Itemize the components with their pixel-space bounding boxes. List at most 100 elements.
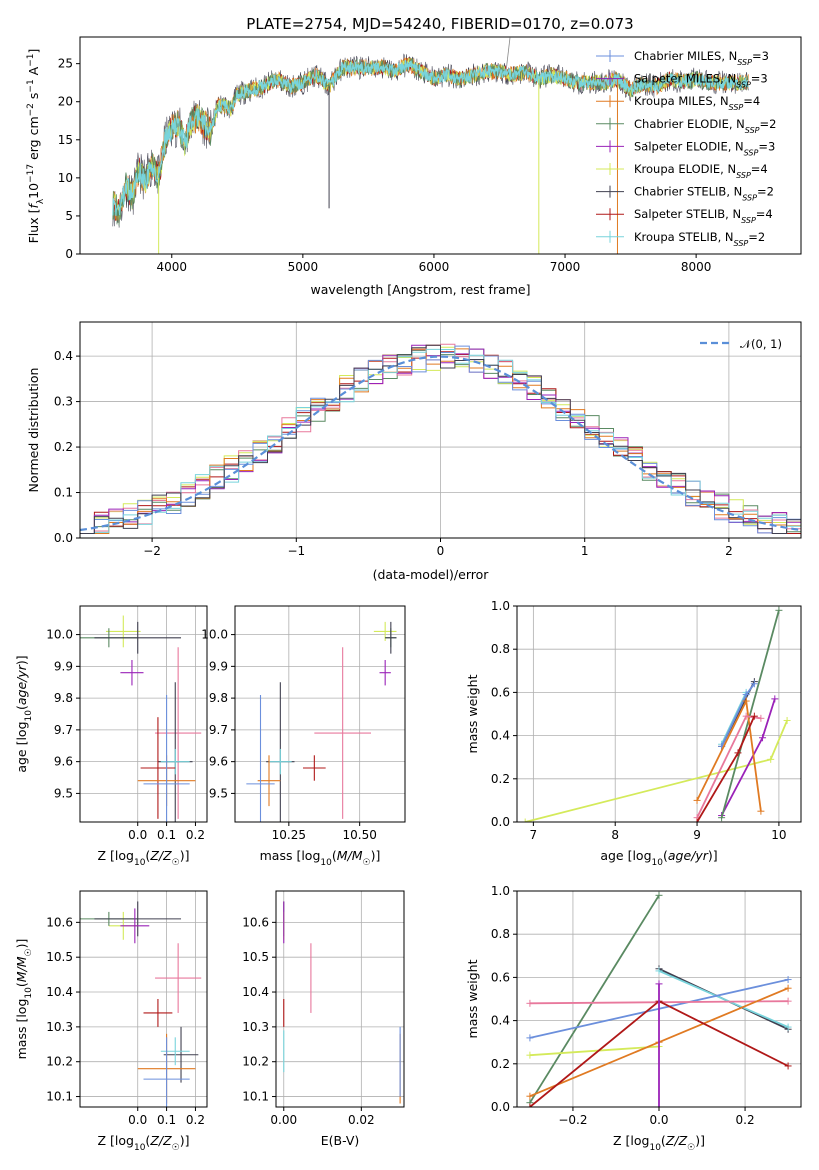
mass-weight-vs-metallicity-panel: −0.2 0.0 0.2 0.0 0.2 0.4 0.6 0.8 1.0 Z [log10(Z/Z… bbox=[465, 884, 802, 1153]
y-tick-label: 0.0 bbox=[54, 531, 73, 545]
legend-entry: Salpeter ELODIE, NSSP=3 bbox=[634, 139, 775, 157]
legend-entry-base: Kroupa MILES, N bbox=[634, 94, 729, 108]
label-part: Z [log bbox=[613, 1133, 649, 1148]
label-part: −17 bbox=[26, 164, 36, 183]
label-part: )] bbox=[14, 655, 29, 665]
x-tick-label: 7 bbox=[530, 828, 538, 842]
legend-entry: Salpeter STELIB, NSSP=4 bbox=[634, 207, 773, 225]
legend-entry-tail: =2 bbox=[748, 230, 765, 244]
label-part: Z/Z bbox=[149, 1133, 172, 1148]
figure-title: PLATE=2754, MJD=54240, FIBERID=0170, z=0… bbox=[246, 15, 633, 33]
x-tick-label: 0.2 bbox=[186, 828, 205, 842]
y-tick-label: 0.1 bbox=[54, 486, 73, 500]
y-tick-label: 20 bbox=[58, 95, 73, 109]
y-tick-label: 9.7 bbox=[54, 723, 73, 737]
plot-background bbox=[235, 606, 405, 822]
y-tick-label: 10.3 bbox=[46, 1020, 73, 1034]
x-tick-label: 0.1 bbox=[157, 1113, 176, 1127]
x-tick-label: 1 bbox=[581, 544, 589, 558]
age-vs-metallicity-panel: 0.0 0.1 0.29.59.69.79.89.910.0Z [log10(Z/Z… bbox=[14, 605, 208, 868]
label-part: )] bbox=[708, 848, 718, 863]
legend-entry: Chabrier STELIB, NSSP=2 bbox=[634, 185, 774, 203]
legend-entry-sub: SSP bbox=[734, 238, 749, 247]
y-tick-label: 9.8 bbox=[54, 691, 73, 705]
x-tick-label: 4000 bbox=[156, 260, 187, 274]
label-part: λ bbox=[36, 198, 46, 204]
x-tick-label: 0.2 bbox=[736, 1113, 755, 1127]
label-part: ( bbox=[14, 982, 29, 987]
x-axis-label: wavelength [Angstrom, rest frame] bbox=[310, 282, 530, 297]
legend-entry: Kroupa ELODIE, NSSP=4 bbox=[634, 162, 768, 180]
plot-content bbox=[526, 891, 792, 1107]
label-part: −1 bbox=[26, 79, 36, 92]
label-part: mass [log bbox=[260, 848, 321, 863]
y-tick-label: 0.6 bbox=[491, 685, 510, 699]
y-tick-label: 0.2 bbox=[491, 772, 510, 786]
y-axis-label: Flux [fλ10−17 erg cm−2 s−1 A−1] bbox=[26, 49, 46, 244]
y-tick-label: 0.8 bbox=[491, 927, 510, 941]
x-tick-label: 0.0 bbox=[128, 828, 147, 842]
label-part: ( bbox=[663, 848, 668, 863]
plot-background bbox=[517, 606, 801, 822]
plot-content bbox=[246, 621, 397, 822]
label-part: Z/Z bbox=[149, 848, 172, 863]
age-vs-mass-panel: 10.25 10.50 9.5 9.6 9.7 9.8 9.9 10.0 mass [log10… bbox=[201, 605, 406, 868]
label-part: −1 bbox=[26, 53, 36, 66]
x-tick-label: 0.1 bbox=[157, 828, 176, 842]
legend-entry-sub: SSP bbox=[744, 148, 759, 157]
y-tick-label: 10.1 bbox=[46, 1090, 73, 1104]
x-tick-label: 10.50 bbox=[342, 828, 376, 842]
label-part: mass [log bbox=[14, 999, 29, 1060]
spectrum-model-line bbox=[112, 59, 749, 216]
plot-content bbox=[112, 37, 749, 254]
y-tick-label: 9.7 bbox=[209, 723, 228, 737]
label-part: Z/Z bbox=[665, 1133, 688, 1148]
label-part: ☉ bbox=[24, 948, 34, 956]
legend-entry-tail: =2 bbox=[757, 185, 774, 199]
x-tick-label: 8 bbox=[611, 828, 619, 842]
x-tick-label: 0 bbox=[437, 544, 445, 558]
legend-entry-base: Salpeter MILES, N bbox=[634, 72, 736, 86]
y-tick-label: 0.2 bbox=[54, 440, 73, 454]
legend-entry-sub: SSP bbox=[736, 171, 751, 180]
y-tick-label: 10.0 bbox=[46, 628, 73, 642]
y-axis-label: mass weight bbox=[465, 674, 480, 753]
plot-background bbox=[80, 891, 207, 1107]
y-tick-label: 0.4 bbox=[54, 349, 73, 363]
x-axis-label: Z [log10(Z/Z☉)] bbox=[98, 1133, 190, 1153]
plot-content bbox=[521, 606, 791, 822]
y-tick-label: 9.6 bbox=[209, 755, 228, 769]
label-part: M/M bbox=[337, 848, 363, 863]
label-part: s bbox=[26, 93, 41, 104]
x-axis-label: E(B-V) bbox=[321, 1133, 360, 1148]
y-axis-label: age [log10(age/yr)] bbox=[14, 655, 34, 772]
label-part: M/M bbox=[14, 956, 29, 982]
residual-histogram-panel: −2 −1 0 1 2 0.0 0.1 0.2 0.3 0.4 (data-model)/error… bbox=[26, 321, 802, 582]
label-part: ☉ bbox=[687, 1143, 695, 1153]
x-tick-label: 8000 bbox=[681, 260, 712, 274]
label-part: )] bbox=[180, 848, 190, 863]
x-tick-label: 0.0 bbox=[128, 1113, 147, 1127]
legend-entry-sub: SSP bbox=[737, 58, 752, 67]
x-tick-label: −0.2 bbox=[558, 1113, 587, 1127]
legend-entry: Chabrier ELODIE, NSSP=2 bbox=[634, 117, 776, 135]
y-tick-label: 9.6 bbox=[54, 755, 73, 769]
x-tick-label: 0.0 bbox=[649, 1113, 668, 1127]
plot-frame bbox=[516, 890, 802, 1108]
legend-entry-sub: SSP bbox=[729, 103, 744, 112]
y-tick-label: 25 bbox=[58, 57, 73, 71]
y-tick-label: 10.2 bbox=[242, 1055, 269, 1069]
label-part: age/yr bbox=[668, 848, 709, 863]
label-part: ( bbox=[14, 705, 29, 710]
mass-weight-series-line bbox=[720, 610, 780, 818]
legend-entry-base: Chabrier MILES, N bbox=[634, 49, 737, 63]
y-tick-label: 9.8 bbox=[209, 691, 228, 705]
x-tick-label: 6000 bbox=[419, 260, 450, 274]
legend-entry-base: Salpeter ELODIE, N bbox=[634, 139, 744, 153]
y-axis-label: mass [log10(M/M☉)] bbox=[14, 939, 34, 1060]
label-part: )] bbox=[371, 848, 381, 863]
legend-entry-sub: SSP bbox=[741, 216, 756, 225]
plot-content bbox=[283, 901, 401, 1104]
y-tick-label: 10.5 bbox=[46, 950, 73, 964]
legend-entry-tail: =4 bbox=[756, 207, 773, 221]
